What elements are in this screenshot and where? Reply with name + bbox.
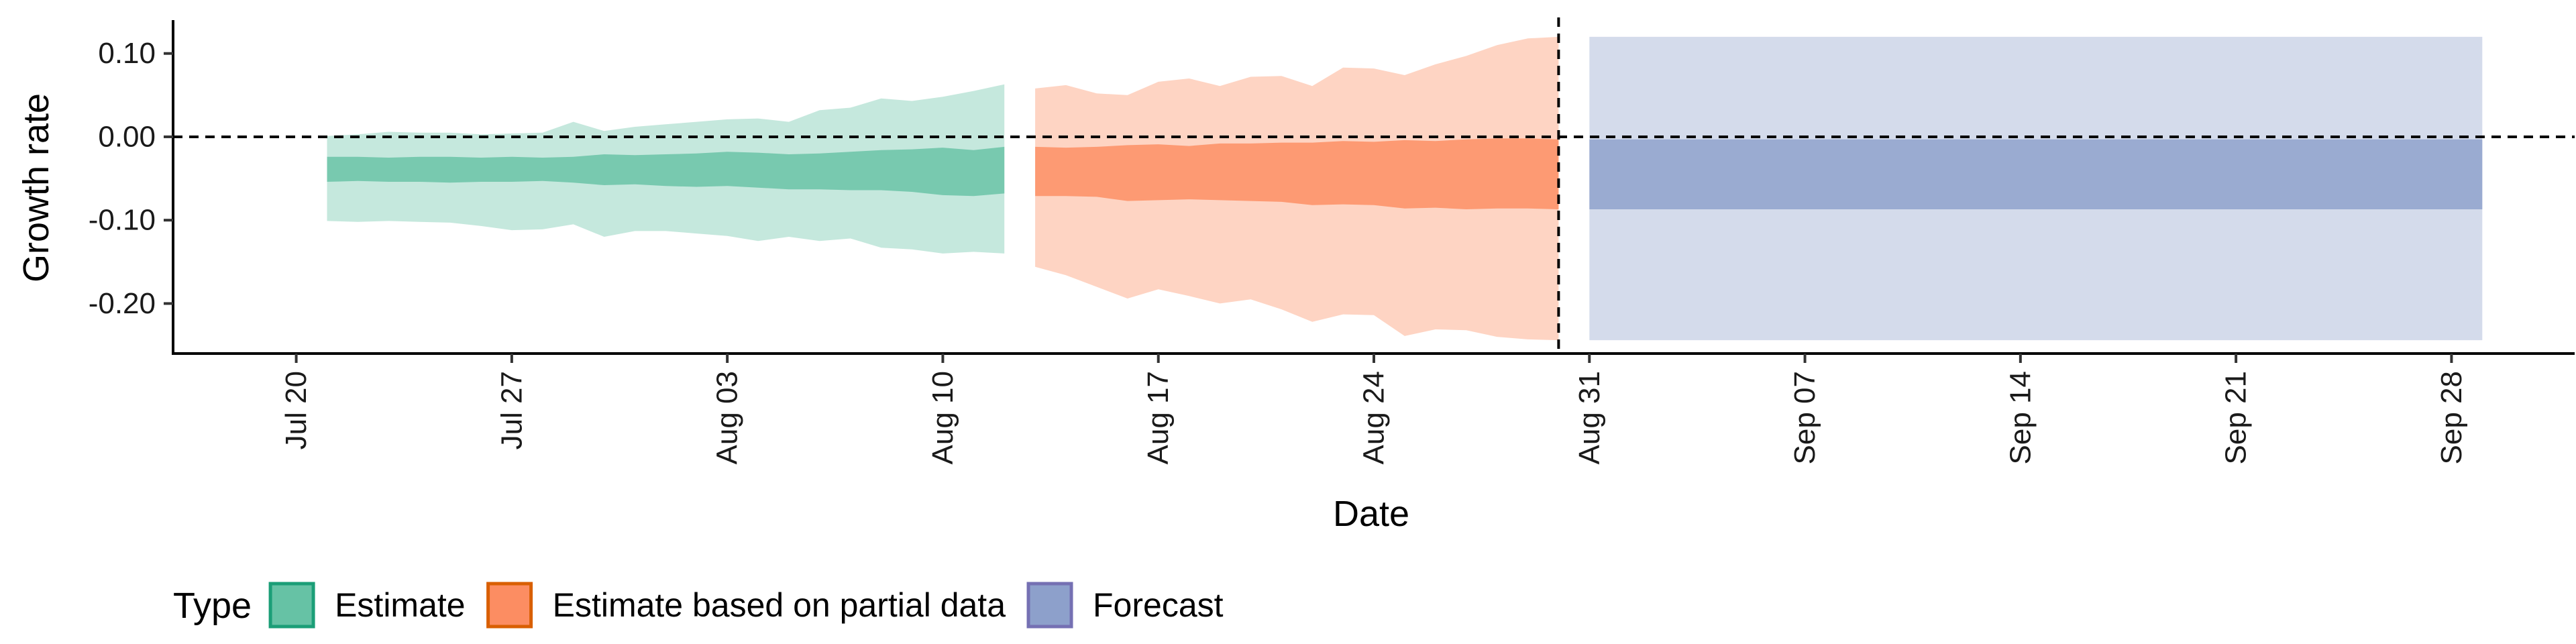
y-tick-label: -0.10 — [89, 204, 156, 237]
x-tick-label: Jul 27 — [495, 371, 528, 449]
y-tick-label: -0.20 — [89, 287, 156, 320]
x-tick-label: Sep 28 — [2435, 371, 2468, 464]
x-tick-label: Aug 24 — [1358, 371, 1391, 464]
x-tick-label: Aug 31 — [1573, 371, 1606, 464]
x-tick-label: Aug 03 — [711, 371, 744, 464]
y-tick-label: 0.10 — [98, 37, 156, 70]
x-tick-label: Aug 17 — [1142, 371, 1175, 464]
legend-items: Estimate Estimate based on partial data Fo… — [268, 582, 1224, 629]
x-axis-title: Date — [1333, 494, 1409, 534]
y-axis-title: Growth rate — [16, 93, 56, 282]
x-tick-label: Jul 20 — [280, 371, 313, 449]
legend-swatch-estimate — [268, 582, 315, 629]
bands-layer — [327, 36, 2483, 341]
legend-label-forecast: Forecast — [1093, 586, 1224, 624]
y-axis-ticks: 0.10 0.00 -0.10 -0.20 — [89, 37, 173, 320]
x-tick-label: Aug 10 — [926, 371, 959, 464]
x-tick-label: Sep 14 — [2004, 371, 2037, 464]
band-inner-forecast — [1589, 139, 2483, 209]
legend-title: Type — [173, 586, 252, 626]
legend: Type Estimate Estimate based on partial d… — [173, 582, 1224, 629]
x-tick-label: Sep 07 — [1788, 371, 1821, 464]
x-tick-label: Sep 21 — [2220, 371, 2253, 464]
legend-label-estimate: Estimate — [335, 586, 466, 624]
reference-lines-layer — [173, 17, 2575, 354]
band-inner-estimate — [327, 146, 1005, 197]
legend-swatch-forecast — [1026, 582, 1073, 629]
y-tick-label: 0.00 — [98, 120, 156, 153]
legend-label-estimate-based-on-partial-data: Estimate based on partial data — [553, 586, 1006, 624]
x-axis-ticks: Jul 20 Jul 27 Aug 03 Aug 10 Aug 17 Aug 24 Aug … — [280, 354, 2468, 464]
legend-swatch-estimate-based-on-partial-data — [486, 582, 533, 629]
axes-layer: Jul 20 Jul 27 Aug 03 Aug 10 Aug 17 Aug 24 Aug … — [16, 20, 2575, 534]
band-inner-estimate-based-on-partial-data — [1035, 138, 1559, 209]
